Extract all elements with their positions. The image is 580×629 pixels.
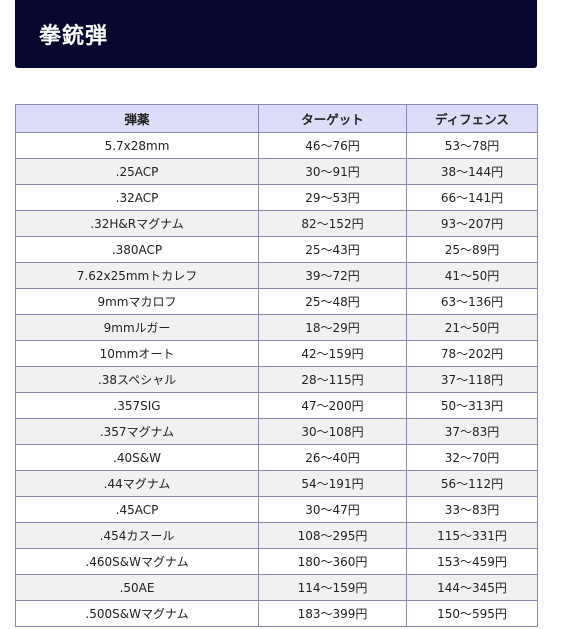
target-price-cell: 42〜159円 xyxy=(258,340,407,367)
target-price-cell: 108〜295円 xyxy=(258,522,407,549)
ammo-cell: 7.62x25mmトカレフ xyxy=(15,262,259,289)
target-price-cell: 30〜108円 xyxy=(258,418,407,445)
column-header-defense: ディフェンス xyxy=(406,104,538,133)
ammo-cell: .454カスール xyxy=(15,522,259,549)
defense-price-cell: 41〜50円 xyxy=(406,262,538,289)
ammo-cell: .460S&Wマグナム xyxy=(15,548,259,575)
target-price-cell: 28〜115円 xyxy=(258,366,407,393)
ammo-cell: 5.7x28mm xyxy=(15,132,259,159)
ammo-cell: .44マグナム xyxy=(15,470,259,497)
defense-price-cell: 56〜112円 xyxy=(406,470,538,497)
table-row: .25ACP 30〜91円 38〜144円 xyxy=(15,158,538,185)
defense-price-cell: 66〜141円 xyxy=(406,184,538,211)
ammo-cell: .32ACP xyxy=(15,184,259,211)
target-price-cell: 30〜91円 xyxy=(258,158,407,185)
table-row: .380ACP 25〜43円 25〜89円 xyxy=(15,236,538,263)
ammo-cell: .25ACP xyxy=(15,158,259,185)
table-row: 5.7x28mm 46〜76円 53〜78円 xyxy=(15,132,538,159)
defense-price-cell: 37〜83円 xyxy=(406,418,538,445)
ammo-cell: .40S&W xyxy=(15,444,259,471)
target-price-cell: 114〜159円 xyxy=(258,574,407,601)
page-header: 拳銃弾 xyxy=(15,0,537,68)
table-row: .38スペシャル 28〜115円 37〜118円 xyxy=(15,366,538,393)
defense-price-cell: 93〜207円 xyxy=(406,210,538,237)
ammo-cell: .500S&Wマグナム xyxy=(15,600,259,627)
ammo-cell: 9mmマカロフ xyxy=(15,288,259,315)
table-row: .357SIG 47〜200円 50〜313円 xyxy=(15,392,538,419)
defense-price-cell: 50〜313円 xyxy=(406,392,538,419)
table-row: .357マグナム 30〜108円 37〜83円 xyxy=(15,418,538,445)
ammo-cell: .380ACP xyxy=(15,236,259,263)
ammo-cell: .45ACP xyxy=(15,496,259,523)
defense-price-cell: 21〜50円 xyxy=(406,314,538,341)
ammo-cell: .357マグナム xyxy=(15,418,259,445)
column-header-ammo: 弾薬 xyxy=(15,104,259,133)
table-row: 10mmオート 42〜159円 78〜202円 xyxy=(15,340,538,367)
defense-price-cell: 53〜78円 xyxy=(406,132,538,159)
defense-price-cell: 144〜345円 xyxy=(406,574,538,601)
target-price-cell: 183〜399円 xyxy=(258,600,407,627)
target-price-cell: 54〜191円 xyxy=(258,470,407,497)
defense-price-cell: 38〜144円 xyxy=(406,158,538,185)
table-row: .32ACP 29〜53円 66〜141円 xyxy=(15,184,538,211)
target-price-cell: 82〜152円 xyxy=(258,210,407,237)
defense-price-cell: 150〜595円 xyxy=(406,600,538,627)
ammo-cell: .38スペシャル xyxy=(15,366,259,393)
table-row: .460S&Wマグナム 180〜360円 153〜459円 xyxy=(15,548,538,575)
table-row: .44マグナム 54〜191円 56〜112円 xyxy=(15,470,538,497)
table-row: .500S&Wマグナム 183〜399円 150〜595円 xyxy=(15,600,538,627)
defense-price-cell: 115〜331円 xyxy=(406,522,538,549)
defense-price-cell: 63〜136円 xyxy=(406,288,538,315)
target-price-cell: 26〜40円 xyxy=(258,444,407,471)
table-row: .32H&Rマグナム 82〜152円 93〜207円 xyxy=(15,210,538,237)
target-price-cell: 180〜360円 xyxy=(258,548,407,575)
table-body: 5.7x28mm 46〜76円 53〜78円 .25ACP 30〜91円 38〜144円.… xyxy=(15,132,538,627)
table-row: 9mmルガー 18〜29円 21〜50円 xyxy=(15,314,538,341)
ammo-price-table: 弾薬 ターゲット ディフェンス 5.7x28mm 46〜76円 53〜78円 .25A… xyxy=(15,104,538,627)
defense-price-cell: 25〜89円 xyxy=(406,236,538,263)
page-title: 拳銃弾 xyxy=(39,24,109,49)
ammo-cell: 9mmルガー xyxy=(15,314,259,341)
target-price-cell: 30〜47円 xyxy=(258,496,407,523)
ammo-cell: 10mmオート xyxy=(15,340,259,367)
table-row: .50AE 114〜159円 144〜345円 xyxy=(15,574,538,601)
target-price-cell: 25〜48円 xyxy=(258,288,407,315)
defense-price-cell: 37〜118円 xyxy=(406,366,538,393)
table-row: 9mmマカロフ 25〜48円 63〜136円 xyxy=(15,288,538,315)
defense-price-cell: 33〜83円 xyxy=(406,496,538,523)
ammo-cell: .50AE xyxy=(15,574,259,601)
target-price-cell: 25〜43円 xyxy=(258,236,407,263)
target-price-cell: 46〜76円 xyxy=(258,132,407,159)
defense-price-cell: 153〜459円 xyxy=(406,548,538,575)
target-price-cell: 39〜72円 xyxy=(258,262,407,289)
ammo-cell: .32H&Rマグナム xyxy=(15,210,259,237)
defense-price-cell: 78〜202円 xyxy=(406,340,538,367)
table-row: 7.62x25mmトカレフ 39〜72円 41〜50円 xyxy=(15,262,538,289)
table-row: .40S&W 26〜40円 32〜70円 xyxy=(15,444,538,471)
target-price-cell: 18〜29円 xyxy=(258,314,407,341)
target-price-cell: 47〜200円 xyxy=(258,392,407,419)
ammo-cell: .357SIG xyxy=(15,392,259,419)
defense-price-cell: 32〜70円 xyxy=(406,444,538,471)
target-price-cell: 29〜53円 xyxy=(258,184,407,211)
column-header-target: ターゲット xyxy=(258,104,407,133)
table-header-row: 弾薬 ターゲット ディフェンス xyxy=(15,104,538,133)
table-row: .454カスール 108〜295円 115〜331円 xyxy=(15,522,538,549)
table-row: .45ACP 30〜47円 33〜83円 xyxy=(15,496,538,523)
